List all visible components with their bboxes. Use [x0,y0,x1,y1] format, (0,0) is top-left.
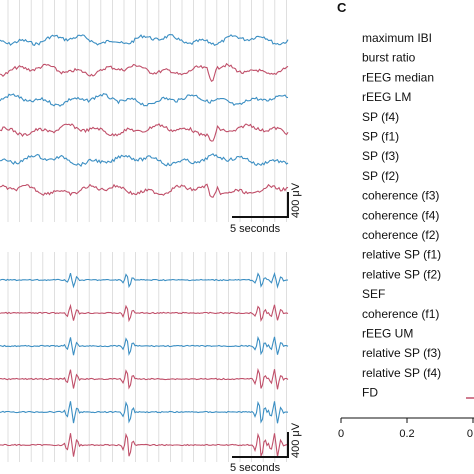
feature-label: coherence (f3) [362,189,439,203]
eeg-traces-top [0,34,289,198]
eeg-trace [0,400,289,424]
feature-label: SP (f1) [362,130,399,144]
feature-label: coherence (f2) [362,228,439,242]
feature-label: relative SP (f4) [362,366,441,380]
x-tick-label: 0.2 [399,428,414,440]
eeg-trace [0,432,289,459]
feature-chart: C maximum IBI burst ratio rEEG median rEEG … [337,0,474,440]
feature-label: rEEG LM [362,90,411,104]
scale-bar-top: 5 seconds 400 μV [230,182,302,235]
eeg-panel-top: 5 seconds 400 μV [0,0,302,235]
eeg-trace [0,123,289,142]
scale-bar-bottom: 5 seconds 400 μV [230,422,302,474]
x-tick-label: 0 [467,428,473,440]
feature-label: coherence (f4) [362,208,439,222]
feature-label: FD [362,386,378,400]
scale-bar-amp-label-bottom: 400 μV [290,422,302,458]
eeg-trace [0,92,289,107]
feature-label: relative SP (f3) [362,346,441,360]
scale-bar-time-label-top: 5 seconds [230,223,281,235]
scale-bar-lines-top [232,192,289,218]
eeg-grid-top [7,0,287,222]
feature-label: SP (f4) [362,110,399,124]
x-tick-label: 0 [338,428,344,440]
eeg-panel-bottom: 5 seconds 400 μV [0,252,302,474]
feature-label: SP (f2) [362,169,399,183]
eeg-traces-bottom [0,271,289,459]
scale-bar-amp-label-top: 400 μV [290,182,302,218]
feature-label: SP (f3) [362,149,399,163]
eeg-trace [0,153,289,168]
scale-bar-lines-bottom [232,432,289,458]
feature-label: relative SP (f2) [362,267,441,281]
eeg-grid-bottom [7,252,287,462]
feature-label: rEEG median [362,70,434,84]
feature-label: rEEG UM [362,327,413,341]
panel-label-c: C [337,0,347,15]
eeg-trace [0,367,289,390]
eeg-trace [0,183,289,198]
eeg-trace [0,34,289,46]
eeg-trace [0,303,289,323]
eeg-trace [0,62,289,82]
feature-labels: maximum IBI burst ratio rEEG median rEEG LM… [362,31,441,400]
feature-label: coherence (f1) [362,307,439,321]
eeg-trace [0,335,289,356]
x-axis-ticks: 0 0.2 0 [338,418,474,440]
feature-label: relative SP (f1) [362,248,441,262]
eeg-trace [0,271,289,289]
scale-bar-time-label-bottom: 5 seconds [230,462,281,474]
feature-label: burst ratio [362,51,416,65]
feature-label: maximum IBI [362,31,432,45]
feature-label: SEF [362,287,385,301]
